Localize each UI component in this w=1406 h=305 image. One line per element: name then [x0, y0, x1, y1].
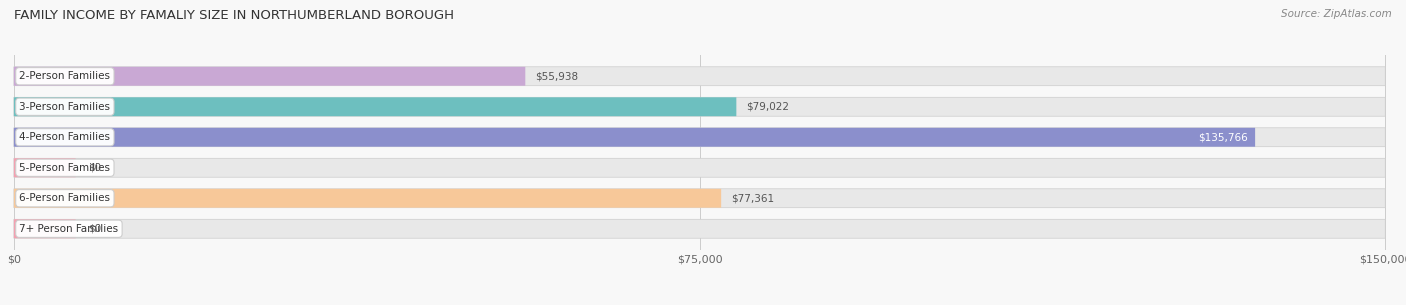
FancyBboxPatch shape	[14, 189, 1385, 208]
Text: $0: $0	[89, 224, 101, 234]
FancyBboxPatch shape	[14, 67, 526, 86]
FancyBboxPatch shape	[14, 219, 76, 238]
Text: 3-Person Families: 3-Person Families	[20, 102, 111, 112]
Text: 6-Person Families: 6-Person Families	[20, 193, 111, 203]
FancyBboxPatch shape	[14, 158, 1385, 177]
Text: 4-Person Families: 4-Person Families	[20, 132, 111, 142]
FancyBboxPatch shape	[14, 128, 1385, 147]
Text: 2-Person Families: 2-Person Families	[20, 71, 111, 81]
Text: $55,938: $55,938	[534, 71, 578, 81]
FancyBboxPatch shape	[14, 128, 1256, 147]
Text: 7+ Person Families: 7+ Person Families	[20, 224, 118, 234]
Text: 5-Person Families: 5-Person Families	[20, 163, 111, 173]
Text: $0: $0	[89, 163, 101, 173]
FancyBboxPatch shape	[14, 158, 76, 177]
FancyBboxPatch shape	[14, 189, 721, 208]
Text: $135,766: $135,766	[1198, 132, 1249, 142]
FancyBboxPatch shape	[14, 97, 1385, 116]
FancyBboxPatch shape	[14, 97, 737, 116]
FancyBboxPatch shape	[14, 219, 1385, 238]
Text: Source: ZipAtlas.com: Source: ZipAtlas.com	[1281, 9, 1392, 19]
Text: $79,022: $79,022	[747, 102, 789, 112]
Text: FAMILY INCOME BY FAMALIY SIZE IN NORTHUMBERLAND BOROUGH: FAMILY INCOME BY FAMALIY SIZE IN NORTHUM…	[14, 9, 454, 22]
FancyBboxPatch shape	[14, 67, 1385, 86]
Text: $77,361: $77,361	[731, 193, 773, 203]
